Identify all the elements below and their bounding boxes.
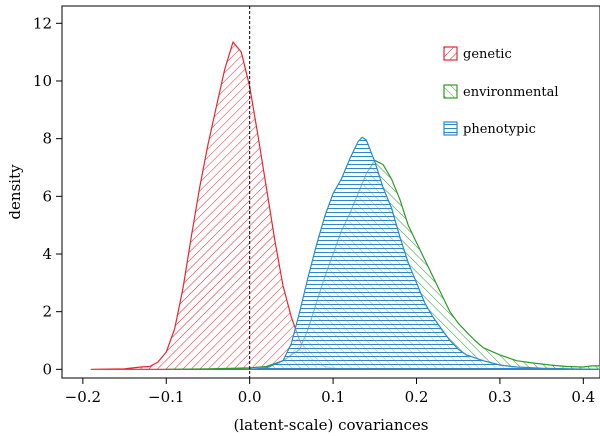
y-tick-label: 10	[33, 72, 52, 90]
y-tick-label: 6	[42, 187, 52, 205]
x-tick-label: 0.1	[321, 388, 345, 406]
area-phenotypic	[249, 136, 600, 370]
y-tick-label: 8	[42, 130, 52, 148]
x-tick-label: 0.3	[488, 388, 512, 406]
y-tick-label: 12	[33, 14, 52, 32]
legend-swatch-genetic	[443, 46, 458, 61]
y-tick-label: 2	[42, 303, 52, 321]
legend-label-genetic: genetic	[463, 47, 512, 62]
legend-label-environmental: environmental	[463, 85, 559, 100]
legend: genetic environmental phenotypic	[443, 46, 559, 137]
legend-swatch-phenotypic	[443, 121, 458, 136]
series-layer	[90, 41, 600, 370]
x-axis: −0.2 −0.1 0.0 0.1 0.2 0.3 0.4	[65, 378, 595, 406]
legend-label-phenotypic: phenotypic	[463, 122, 536, 137]
y-tick-label: 4	[42, 245, 52, 263]
legend-swatch-environmental	[443, 84, 458, 99]
x-tick-label: 0.2	[405, 388, 429, 406]
y-axis: 0 2 4 6 8 10 12	[33, 14, 62, 378]
x-tick-label: −0.1	[148, 388, 184, 406]
y-tick-label: 0	[42, 360, 52, 378]
y-axis-title: density	[6, 164, 24, 220]
x-axis-title: (latent-scale) covariances	[234, 416, 429, 434]
plot-frame	[61, 5, 600, 379]
x-tick-label: −0.2	[65, 388, 101, 406]
x-tick-label: 0.4	[571, 388, 595, 406]
x-tick-label: 0.0	[238, 388, 262, 406]
